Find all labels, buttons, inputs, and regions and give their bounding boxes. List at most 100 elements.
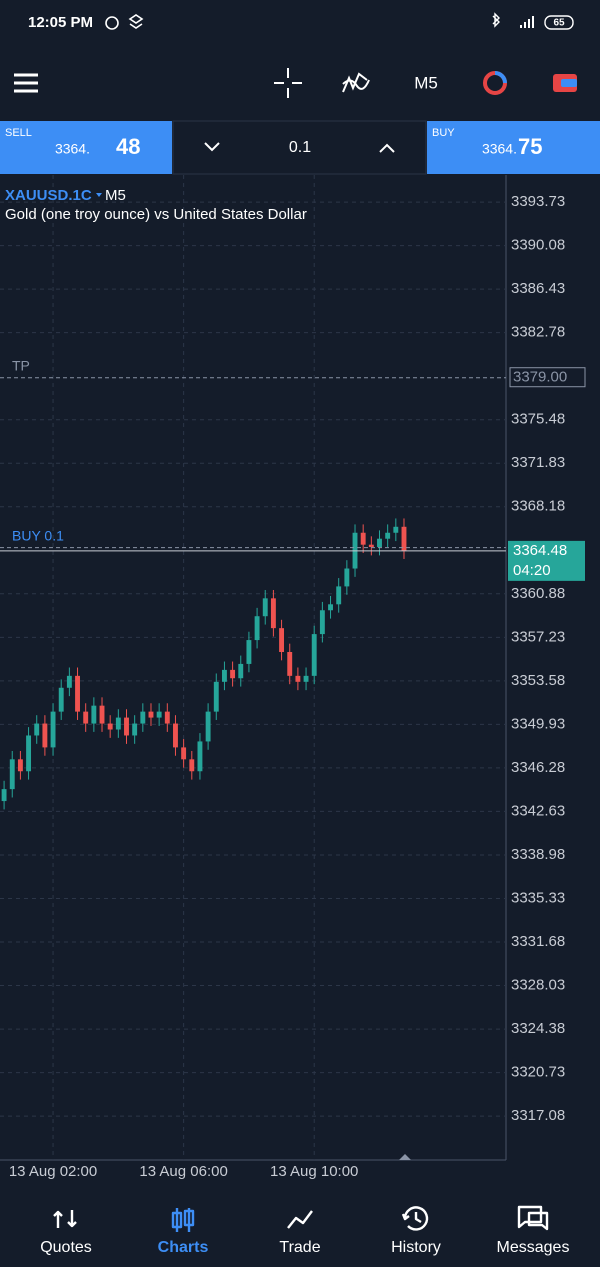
candle-body: [124, 717, 129, 736]
volume[interactable]: 0.1: [289, 139, 311, 156]
candle-body: [238, 663, 244, 679]
candle-body: [50, 711, 56, 748]
trade-button-accent: [561, 79, 577, 87]
signal-icon: [520, 16, 534, 28]
nav-icon: [171, 1208, 195, 1232]
candle-body: [148, 711, 154, 718]
buy-button[interactable]: [427, 121, 600, 174]
nav-tab[interactable]: Quotes: [40, 1239, 92, 1256]
last-price: 3364.48: [513, 542, 567, 559]
candle-body: [1, 789, 7, 802]
symbol-dropdown[interactable]: [96, 193, 102, 197]
candle-body: [360, 532, 366, 545]
bluetooth-icon: [492, 12, 500, 28]
y-tick-label: 3382.78: [511, 324, 565, 341]
candle-body: [230, 669, 236, 679]
countdown: 04:20: [513, 562, 551, 579]
candle-body: [270, 598, 276, 629]
candle-body: [91, 705, 97, 724]
x-tick-label: 13 Aug 10:00: [270, 1163, 358, 1180]
volume-up[interactable]: [379, 143, 395, 153]
candle-body: [344, 568, 350, 587]
app-icon: [128, 14, 144, 29]
candle-body: [287, 651, 293, 676]
battery-icon: [544, 15, 574, 30]
y-tick-label: 3320.73: [511, 1064, 565, 1081]
x-tick-label: 13 Aug 02:00: [9, 1163, 97, 1180]
nav-tab[interactable]: Charts: [158, 1239, 209, 1256]
candle-body: [181, 747, 187, 760]
last-price-box: [508, 540, 585, 581]
candle-body: [328, 604, 333, 611]
candle-body: [368, 544, 374, 548]
status-time: 12:05 PM: [28, 14, 93, 31]
chart-timeframe: M5: [105, 187, 126, 204]
y-tick-label: 3338.98: [511, 846, 565, 863]
candle-body: [205, 711, 211, 742]
candle-body: [197, 741, 203, 772]
candles: [0, 377, 506, 810]
candle-body: [156, 711, 162, 718]
crosshair-button[interactable]: [274, 68, 302, 98]
battery-level: 65: [553, 18, 565, 29]
candle-body: [42, 723, 48, 748]
y-tick-label: 3335.33: [511, 889, 565, 906]
candle-body: [66, 675, 72, 688]
candle-body: [140, 711, 146, 724]
candle-body: [189, 759, 195, 772]
candle-body: [377, 538, 382, 548]
candle-body: [385, 532, 391, 539]
candle-body: [303, 675, 309, 682]
volume-down[interactable]: [204, 142, 220, 152]
nav-tab[interactable]: Messages: [497, 1239, 570, 1256]
y-tick-label: 3393.73: [511, 193, 565, 210]
candle-body: [213, 681, 219, 712]
candle-body: [336, 586, 342, 605]
candle-body: [279, 628, 285, 652]
sell-price-big: 48: [116, 134, 140, 159]
symbol[interactable]: XAUUSD.1C: [5, 187, 92, 204]
tp-price-box: [509, 367, 586, 388]
nav-tab[interactable]: Trade: [279, 1239, 320, 1256]
nav-icon: [287, 1210, 313, 1229]
menu-button[interactable]: [14, 73, 38, 93]
time-marker: [399, 1154, 411, 1160]
x-tick-label: 13 Aug 06:00: [139, 1163, 227, 1180]
buy-price-big: 75: [518, 134, 542, 159]
nav-icon: [517, 1205, 549, 1231]
candle-body: [246, 640, 252, 664]
tp-price: 3379.00: [513, 369, 567, 386]
nav-tab[interactable]: History: [391, 1239, 441, 1256]
candle-body: [401, 526, 407, 551]
sell-label: SELL: [5, 127, 32, 139]
buy-price-main: 3364.: [482, 141, 517, 157]
candle-body: [115, 717, 121, 730]
y-tick-label: 3357.23: [511, 628, 565, 645]
y-tick-label: 3331.68: [511, 933, 565, 950]
sell-button[interactable]: [0, 121, 172, 174]
y-tick-label: 3328.03: [511, 977, 565, 994]
candle-body: [319, 610, 325, 635]
y-tick-label: 3390.08: [511, 237, 565, 254]
candle-body: [83, 711, 89, 724]
candle-body: [221, 669, 227, 682]
candle-body: [132, 723, 138, 736]
candle-body: [107, 723, 113, 730]
candle-body: [75, 675, 80, 712]
timeframe-button[interactable]: M5: [414, 73, 438, 92]
indicators-button[interactable]: [342, 72, 370, 93]
objects-button-accent: [494, 71, 507, 84]
candle-body: [393, 526, 399, 533]
y-tick-label: 3349.93: [511, 715, 565, 732]
nav-icon: [401, 1206, 429, 1231]
symbol-description: Gold (one troy ounce) vs United States D…: [5, 206, 307, 223]
candle-body: [254, 616, 260, 641]
y-tick-label: 3346.28: [511, 759, 565, 776]
sell-price-main: 3364.: [55, 141, 90, 157]
y-tick-label: 3317.08: [511, 1107, 565, 1124]
y-tick-label: 3368.18: [511, 498, 565, 515]
nav-icon: [53, 1210, 77, 1228]
tp-label: TP: [12, 357, 30, 373]
